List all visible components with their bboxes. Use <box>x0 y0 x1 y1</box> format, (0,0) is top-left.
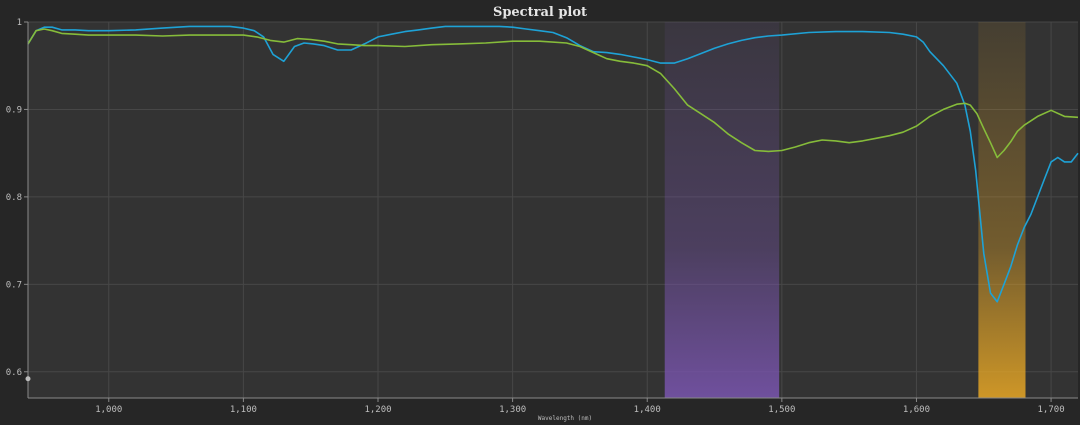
x-tick-label-0: 1,000 <box>95 405 122 415</box>
x-tick-label-2: 1,200 <box>364 405 391 415</box>
y-tick-label-3: 0.9 <box>6 105 22 115</box>
y-tick-label-0: 0.6 <box>6 368 22 378</box>
x-tick-label-1: 1,100 <box>230 405 257 415</box>
x-tick-label-4: 1,400 <box>634 405 661 415</box>
highlight-band-0 <box>664 22 780 398</box>
y-tick-label-2: 0.8 <box>6 193 22 203</box>
x-tick-label-6: 1,600 <box>903 405 930 415</box>
series-line-1 <box>27 28 1079 159</box>
x-tick-label-5: 1,500 <box>768 405 795 415</box>
y-tick-label-4: 1 <box>17 18 22 28</box>
x-tick-label-3: 1,300 <box>499 405 526 415</box>
chart-title: Spectral plot <box>492 5 588 20</box>
y-tick-label-1: 0.7 <box>6 280 22 290</box>
plot-area <box>28 22 1078 398</box>
x-tick-label-7: 1,700 <box>1038 405 1065 415</box>
series-line-0 <box>27 25 1079 303</box>
origin-marker-dot <box>25 376 31 382</box>
x-axis-label: Wavelength (nm) <box>538 415 592 422</box>
highlight-band-1 <box>978 22 1026 398</box>
